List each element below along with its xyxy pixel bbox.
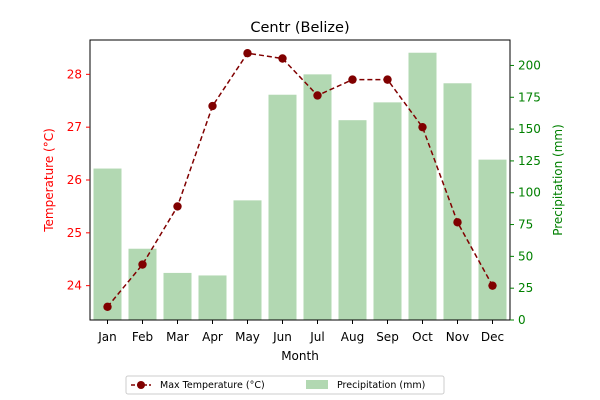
precip-bar-aug	[338, 120, 367, 320]
right-axis-label: Precipitation (mm)	[551, 124, 565, 236]
legend: Max Temperature (°C) Precipitation (mm)	[125, 375, 445, 395]
right-tick-label: 75	[518, 218, 533, 232]
x-tick-label: Apr	[202, 330, 223, 344]
right-tick-label: 100	[518, 186, 541, 200]
right-axis-ticks: 0 25 50 75 100 125 150 175 200	[510, 58, 541, 327]
right-tick-label: 50	[518, 249, 533, 263]
right-tick-label: 200	[518, 58, 541, 72]
precip-bar-jan	[93, 168, 122, 320]
precip-bar-feb	[128, 248, 157, 320]
left-tick-label: 26	[67, 173, 82, 187]
precip-bar-nov	[443, 83, 472, 320]
legend-marker-swatch	[137, 381, 145, 389]
left-tick-label: 25	[67, 226, 82, 240]
precip-bar-apr	[198, 275, 227, 320]
chart-title: Centr (Belize)	[250, 20, 349, 36]
x-tick-label: Jan	[97, 330, 117, 344]
precipitation-bars	[93, 52, 507, 321]
right-tick-label: 175	[518, 90, 541, 104]
precip-bar-sep	[373, 102, 402, 320]
right-tick-label: 25	[518, 281, 533, 295]
temp-point-jul	[313, 91, 322, 100]
temp-point-nov	[453, 218, 462, 227]
right-tick-label: 0	[518, 313, 526, 327]
precip-bar-jun	[268, 94, 297, 321]
left-tick-label: 24	[67, 279, 82, 293]
precip-bar-may	[233, 200, 262, 320]
x-axis-ticks: Jan Feb Mar Apr May Jun Jul Aug Sep Oct Nov Dec	[97, 320, 504, 344]
x-tick-label: Dec	[481, 330, 504, 344]
legend-bar-swatch	[306, 380, 328, 389]
right-tick-label: 125	[518, 154, 541, 168]
left-axis-ticks: 24 25 26 27 28	[67, 67, 90, 293]
temp-point-aug	[348, 75, 357, 84]
x-tick-label: Jun	[272, 330, 292, 344]
legend-label-precipitation: Precipitation (mm)	[337, 380, 425, 391]
legend-box	[125, 375, 445, 395]
precip-bar-dec	[478, 159, 507, 320]
precip-bar-mar	[163, 272, 192, 320]
temp-point-feb	[138, 260, 147, 269]
x-tick-label: Mar	[166, 330, 189, 344]
x-tick-label: Nov	[446, 330, 469, 344]
right-tick-label: 150	[518, 122, 541, 136]
x-tick-label: Feb	[132, 330, 153, 344]
precip-bar-jul	[303, 74, 332, 320]
temp-point-sep	[383, 75, 392, 84]
temp-point-oct	[418, 122, 427, 132]
x-tick-label: Sep	[376, 330, 399, 344]
x-tick-label: May	[235, 330, 260, 344]
x-tick-label: Aug	[341, 330, 364, 344]
temp-point-may	[243, 49, 252, 58]
temperature-line	[103, 49, 497, 311]
temp-point-dec	[488, 281, 497, 290]
x-tick-label: Oct	[412, 330, 433, 344]
temperature-series-line	[106, 52, 494, 308]
temp-point-jun	[278, 54, 287, 63]
temp-point-mar	[173, 202, 182, 211]
temp-point-apr	[208, 101, 217, 111]
temp-point-jan	[103, 302, 112, 311]
precip-bar-oct	[408, 52, 437, 321]
legend-label-temperature: Max Temperature (°C)	[160, 380, 265, 391]
x-axis-label: Month	[281, 349, 319, 363]
left-tick-label: 28	[67, 67, 82, 81]
left-axis-label: Temperature (°C)	[42, 128, 56, 233]
x-tick-label: Jul	[309, 330, 324, 344]
left-tick-label: 27	[67, 120, 82, 134]
